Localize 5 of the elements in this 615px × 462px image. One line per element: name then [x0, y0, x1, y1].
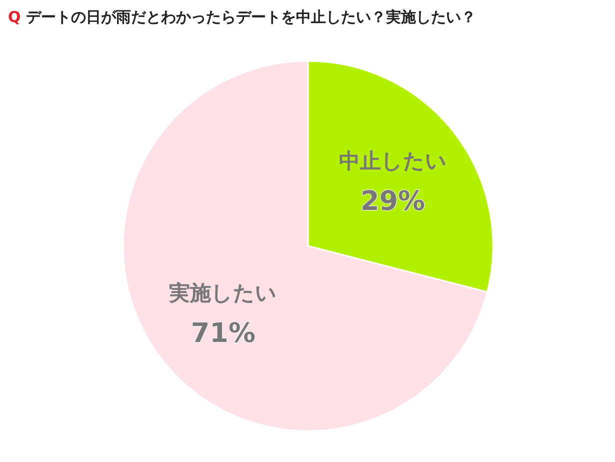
- slice-label: 実施したい: [168, 280, 278, 305]
- chart-title: Q デートの日が雨だとわかったらデートを中止したい？実施したい？: [8, 8, 476, 26]
- data-label: 71%: [190, 318, 256, 349]
- slice-label: 中止したい: [338, 149, 447, 174]
- data-label: 29%: [360, 186, 426, 218]
